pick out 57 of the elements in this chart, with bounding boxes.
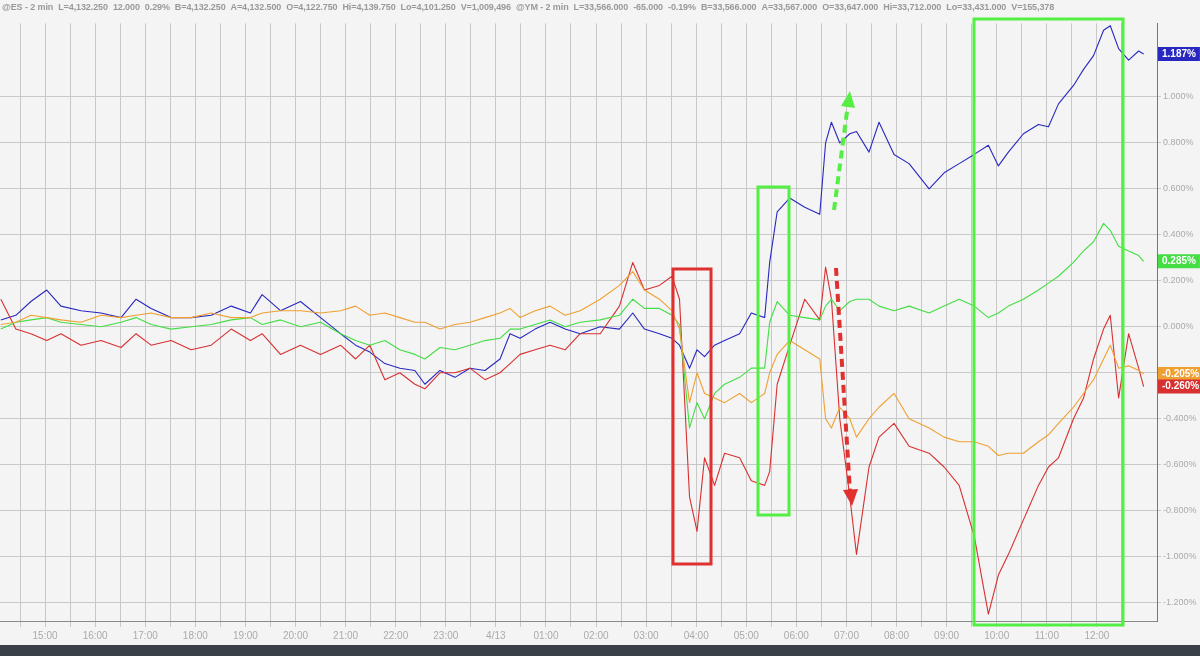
text: Lo=4,101.250 bbox=[400, 2, 456, 12]
x-tick-label: 20:00 bbox=[283, 629, 309, 641]
data-label: 1.187% bbox=[1162, 47, 1197, 59]
text: V=1,009,496 bbox=[460, 2, 511, 12]
y-tick-label: -1.000% bbox=[1163, 551, 1197, 562]
text: A=4,132.500 bbox=[230, 2, 282, 12]
x-tick-label: 11:00 bbox=[1034, 629, 1060, 641]
y-tick-label: 0.400% bbox=[1163, 229, 1194, 240]
x-tick-label: 08:00 bbox=[884, 629, 910, 641]
y-tick-label: -1.200% bbox=[1163, 597, 1197, 608]
x-tick-label: 03:00 bbox=[633, 629, 660, 641]
text: Hi=33,712.000 bbox=[883, 2, 942, 12]
x-tick-label: 07:00 bbox=[833, 629, 860, 641]
y-tick-label: 0.600% bbox=[1163, 183, 1194, 194]
text: O=33,647.000 bbox=[822, 2, 879, 12]
x-tick-label: 15:00 bbox=[32, 629, 59, 641]
x-tick-label: 23:00 bbox=[433, 629, 459, 641]
data-label: 0.285% bbox=[1162, 255, 1197, 267]
text: Lo=33,431.000 bbox=[946, 2, 1007, 12]
x-tick-label: 09:00 bbox=[934, 629, 960, 641]
data-label: -0.260% bbox=[1162, 380, 1200, 392]
text: @YM - 2 min bbox=[515, 2, 569, 12]
y-tick-label: 0.000% bbox=[1163, 321, 1194, 332]
y-tick-label: 0.800% bbox=[1163, 137, 1194, 148]
y-tick-label: -0.600% bbox=[1163, 459, 1197, 470]
text: L=33,566.000 bbox=[573, 2, 629, 12]
x-tick-label: 21:00 bbox=[333, 629, 359, 641]
x-tick-label: 12:00 bbox=[1084, 629, 1110, 641]
x-tick-label: 04:00 bbox=[683, 629, 710, 641]
text: A=33,567.000 bbox=[761, 2, 818, 12]
text: O=4,122.750 bbox=[286, 2, 338, 12]
text: B=4,132.250 bbox=[174, 2, 226, 12]
data-label: -0.205% bbox=[1162, 367, 1200, 379]
y-tick-label: 0.200% bbox=[1163, 275, 1194, 286]
x-tick-label: 02:00 bbox=[583, 629, 609, 641]
x-tick-label: 17:00 bbox=[132, 629, 159, 641]
x-tick-label: 4/13 bbox=[486, 629, 507, 641]
text: @ES - 2 min bbox=[2, 2, 54, 12]
text: V=155,378 bbox=[1011, 2, 1055, 12]
text: 0.29% bbox=[144, 2, 170, 12]
text: B=33,566.000 bbox=[700, 2, 757, 12]
x-tick-label: 22:00 bbox=[383, 629, 409, 641]
text: L=4,132.250 bbox=[58, 2, 108, 12]
y-tick-label: 1.000% bbox=[1163, 91, 1194, 102]
x-tick-label: 06:00 bbox=[783, 629, 810, 641]
x-tick-label: 19:00 bbox=[232, 629, 259, 641]
y-tick-label: -0.800% bbox=[1163, 505, 1197, 516]
x-tick-label: 05:00 bbox=[733, 629, 760, 641]
x-tick-label: 18:00 bbox=[182, 629, 209, 641]
text: -65.000 bbox=[633, 2, 663, 12]
text: Hi=4,139.750 bbox=[342, 2, 396, 12]
x-tick-label: 10:00 bbox=[984, 629, 1010, 641]
y-tick-label: -0.400% bbox=[1163, 413, 1197, 424]
text: -0.19% bbox=[668, 2, 696, 12]
x-tick-label: 16:00 bbox=[82, 629, 109, 641]
x-tick-label: 01:00 bbox=[533, 629, 559, 641]
text: 12.000 bbox=[112, 2, 140, 12]
